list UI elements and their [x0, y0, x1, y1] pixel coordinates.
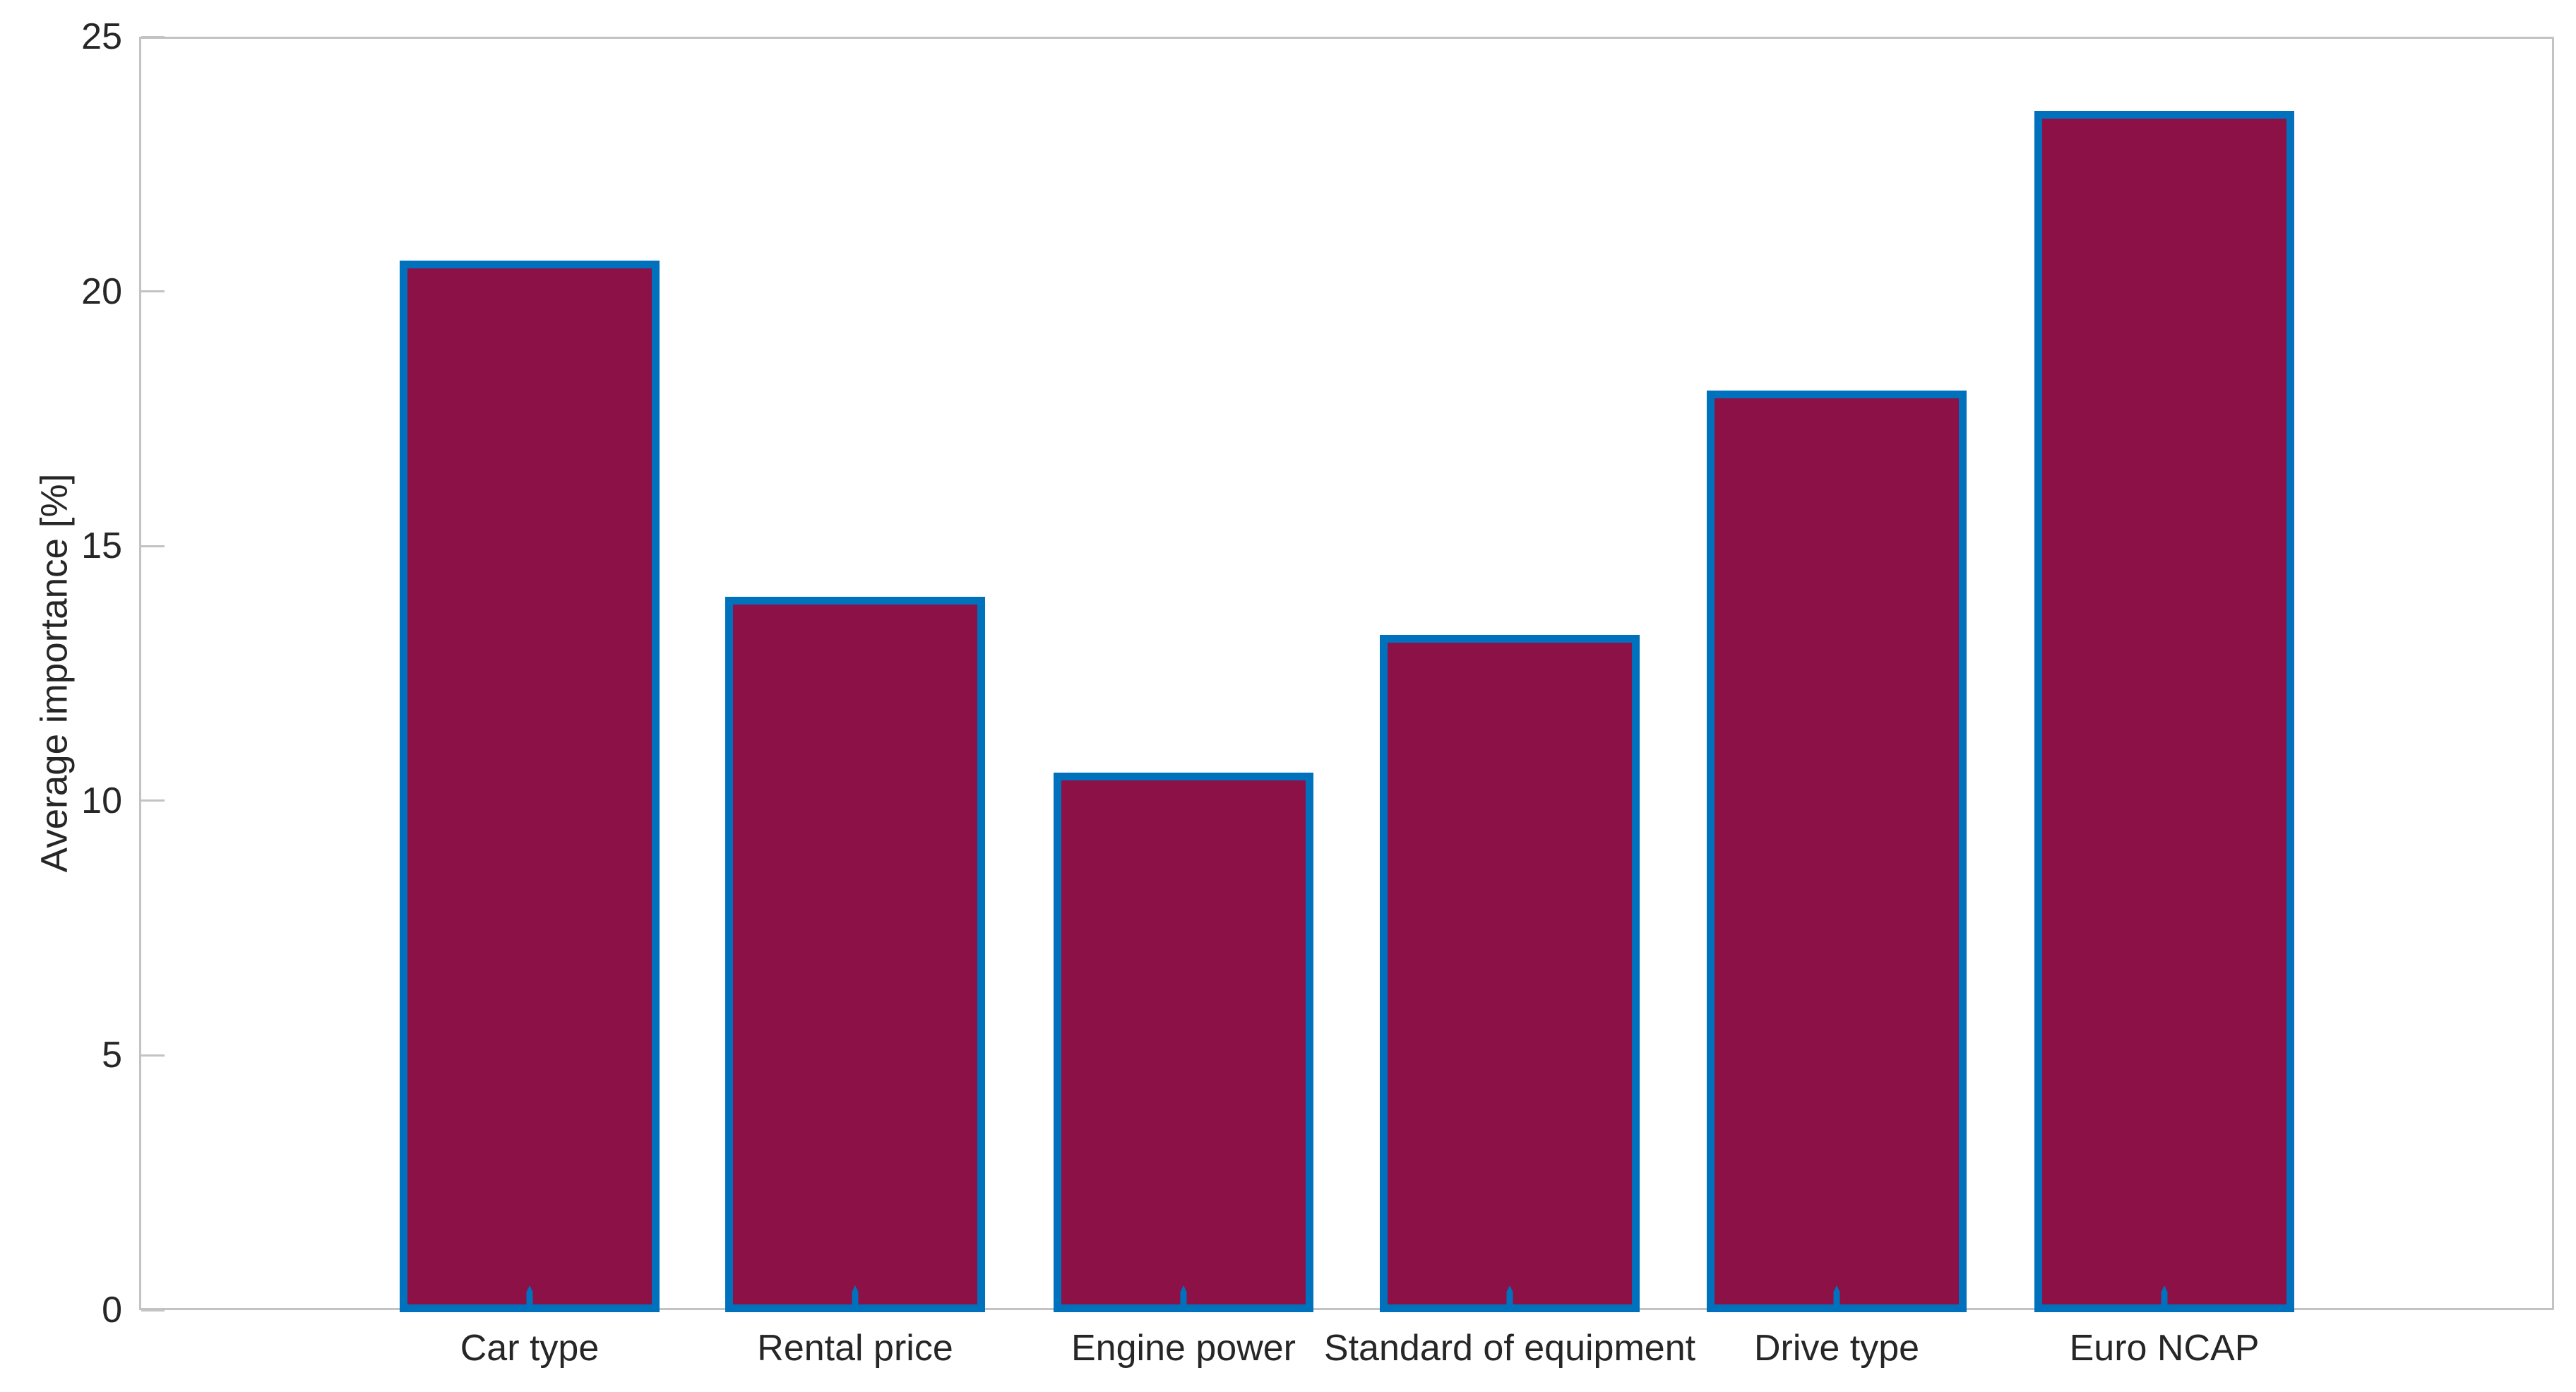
bar-base-tick-drive-type — [1833, 1285, 1840, 1304]
bar-drive-type — [1707, 391, 1967, 1312]
bar-standard-of-equipment — [1380, 635, 1640, 1312]
y-axis-tick-0 — [141, 1309, 165, 1311]
bar-car-type — [400, 261, 660, 1312]
x-category-label-standard-of-equipment: Standard of equipment — [1323, 1328, 1696, 1369]
bar-base-tick-rental-price — [852, 1285, 859, 1304]
y-axis-tick-20 — [141, 290, 165, 293]
bar-euro-ncap — [2034, 110, 2294, 1312]
y-tick-label-0: 0 — [102, 1290, 122, 1331]
x-category-label-drive-type: Drive type — [1753, 1328, 1920, 1369]
y-tick-label-25: 25 — [81, 16, 122, 57]
x-category-label-engine-power: Engine power — [1071, 1328, 1296, 1369]
y-axis-tick-10 — [141, 799, 165, 802]
y-tick-label-20: 20 — [81, 270, 122, 312]
y-axis-tick-25 — [141, 35, 165, 38]
x-category-label-rental-price: Rental price — [757, 1328, 953, 1369]
y-axis-tick-5 — [141, 1054, 165, 1057]
bar-base-tick-car-type — [526, 1285, 533, 1304]
bar-base-tick-standard-of-equipment — [1506, 1285, 1513, 1304]
y-tick-label-15: 15 — [81, 525, 122, 567]
y-axis-tick-15 — [141, 545, 165, 547]
bar-rental-price — [725, 597, 985, 1312]
y-tick-label-5: 5 — [102, 1035, 122, 1076]
y-tick-label-10: 10 — [81, 780, 122, 821]
x-category-label-euro-ncap: Euro NCAP — [2069, 1328, 2260, 1369]
x-category-label-car-type: Car type — [460, 1328, 600, 1369]
bar-base-tick-euro-ncap — [2161, 1285, 2168, 1304]
bar-engine-power — [1054, 773, 1313, 1312]
bar-base-tick-engine-power — [1180, 1285, 1187, 1304]
